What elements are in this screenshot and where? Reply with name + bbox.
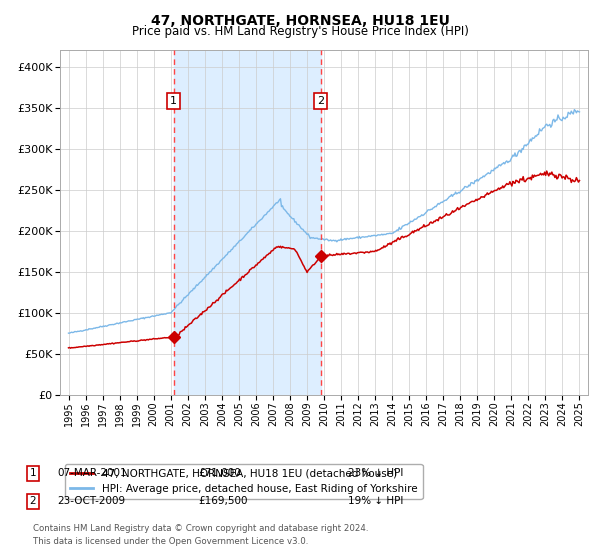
Text: 47, NORTHGATE, HORNSEA, HU18 1EU: 47, NORTHGATE, HORNSEA, HU18 1EU	[151, 14, 449, 28]
Text: 1: 1	[170, 96, 177, 106]
Legend: 47, NORTHGATE, HORNSEA, HU18 1EU (detached house), HPI: Average price, detached : 47, NORTHGATE, HORNSEA, HU18 1EU (detach…	[65, 464, 422, 500]
Text: 07-MAR-2001: 07-MAR-2001	[57, 468, 127, 478]
Text: 19% ↓ HPI: 19% ↓ HPI	[348, 496, 403, 506]
Bar	[174, 50, 321, 395]
Text: Contains HM Land Registry data © Crown copyright and database right 2024.: Contains HM Land Registry data © Crown c…	[33, 524, 368, 533]
Text: £71,000: £71,000	[198, 468, 241, 478]
Text: 23-OCT-2009: 23-OCT-2009	[57, 496, 125, 506]
Text: £169,500: £169,500	[198, 496, 248, 506]
Text: This data is licensed under the Open Government Licence v3.0.: This data is licensed under the Open Gov…	[33, 537, 308, 546]
Text: Price paid vs. HM Land Registry's House Price Index (HPI): Price paid vs. HM Land Registry's House …	[131, 25, 469, 38]
Text: 23% ↓ HPI: 23% ↓ HPI	[348, 468, 403, 478]
Text: 1: 1	[29, 468, 37, 478]
Text: 2: 2	[317, 96, 325, 106]
Text: 2: 2	[29, 496, 37, 506]
